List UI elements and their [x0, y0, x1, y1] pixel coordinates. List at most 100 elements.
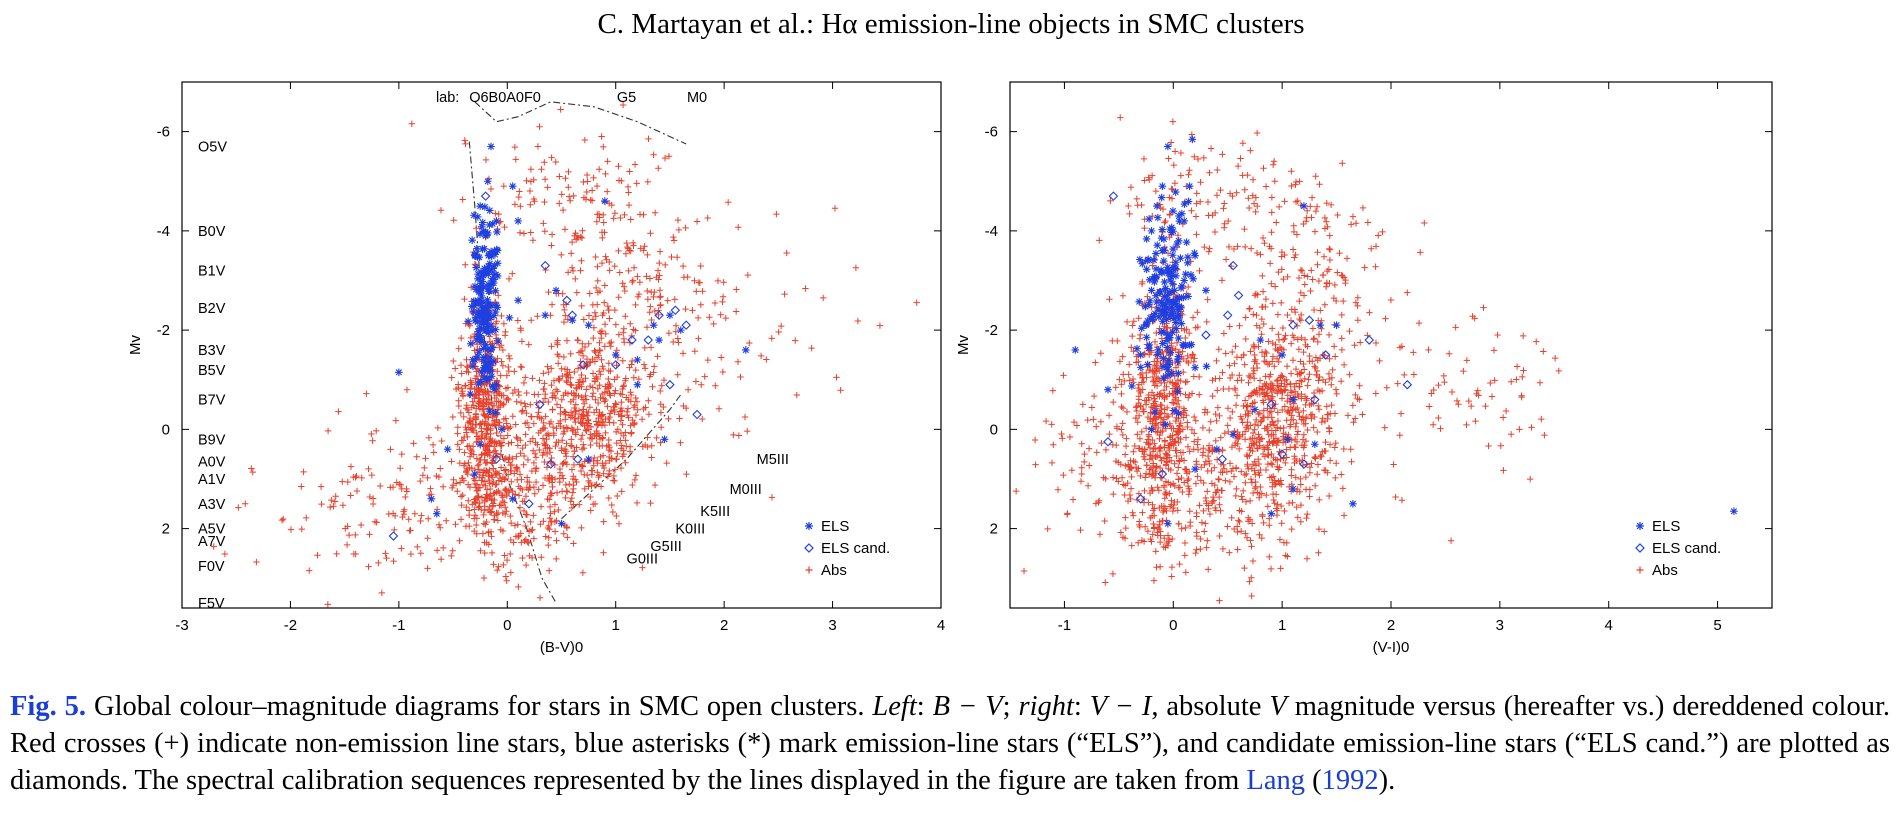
abs-point: [1215, 475, 1222, 483]
abs-point: [1259, 288, 1267, 295]
abs-point: [1274, 507, 1281, 514]
abs-point: [629, 239, 637, 247]
abs-point: [561, 306, 568, 314]
abs-point: [433, 547, 441, 554]
abs-point: [1302, 401, 1309, 409]
legend-marker-asterisk: [805, 522, 813, 530]
abs-point: [516, 188, 523, 195]
abs-point: [1246, 444, 1253, 451]
abs-point: [1445, 350, 1453, 357]
caption-reference-name[interactable]: Lang: [1246, 765, 1305, 796]
abs-point: [623, 443, 630, 450]
abs-point: [473, 455, 481, 462]
abs-point: [722, 314, 729, 322]
abs-point: [1161, 444, 1168, 451]
abs-point: [572, 229, 579, 237]
abs-point: [1245, 372, 1253, 380]
abs-point: [358, 474, 365, 482]
abs-point: [658, 382, 665, 389]
abs-point: [1387, 296, 1395, 304]
abs-point: [1264, 451, 1271, 458]
main-sequence-label-a5v: A5V: [198, 522, 226, 538]
abs-point: [518, 408, 526, 415]
abs-point: [645, 411, 653, 418]
abs-point: [465, 497, 472, 504]
abs-point: [1324, 411, 1331, 418]
abs-point: [536, 123, 543, 130]
abs-point: [1281, 403, 1289, 410]
abs-point: [624, 405, 632, 412]
els-point: [1163, 291, 1172, 300]
abs-point: [552, 442, 559, 450]
abs-point: [600, 211, 607, 219]
abs-point: [1372, 390, 1380, 397]
abs-point: [490, 516, 498, 523]
abs-point: [1297, 475, 1304, 483]
els-point: [1256, 336, 1265, 344]
els-point: [484, 280, 492, 289]
abs-point: [515, 492, 523, 499]
abs-point: [1281, 198, 1288, 205]
abs-point: [648, 442, 655, 449]
x-tick-label: -2: [284, 617, 297, 634]
abs-point: [1204, 296, 1211, 303]
abs-point: [629, 278, 636, 286]
abs-point: [1233, 353, 1241, 361]
abs-point: [497, 432, 504, 440]
abs-point: [562, 175, 569, 182]
abs-point: [333, 550, 340, 558]
abs-point: [1233, 392, 1241, 399]
abs-point: [476, 469, 484, 476]
els-point: [491, 408, 500, 417]
abs-point: [695, 335, 702, 342]
abs-point: [1259, 383, 1267, 390]
x-tick-label: 5: [1713, 617, 1721, 634]
abs-point: [783, 249, 790, 257]
abs-point: [1259, 272, 1266, 280]
caption-reference-year[interactable]: 1992: [1321, 765, 1379, 796]
abs-point: [570, 540, 577, 547]
abs-point: [1193, 200, 1200, 207]
abs-point: [365, 465, 372, 473]
abs-point: [1270, 439, 1277, 446]
els-point: [491, 250, 499, 259]
abs-point: [1246, 305, 1253, 313]
abs-point: [477, 397, 484, 405]
abs-point: [435, 521, 443, 528]
abs-point: [1264, 442, 1271, 449]
abs-point: [593, 218, 601, 225]
abs-point: [1212, 437, 1219, 445]
abs-point: [1344, 412, 1352, 419]
abs-point: [1095, 497, 1103, 505]
abs-point: [545, 534, 552, 541]
abs-point: [470, 515, 478, 522]
abs-point: [1292, 198, 1300, 206]
abs-point: [1293, 231, 1301, 238]
abs-point: [621, 287, 629, 295]
abs-point: [1140, 155, 1148, 163]
abs-point: [517, 450, 524, 457]
els-point: [443, 445, 452, 454]
abs-point: [469, 398, 476, 405]
abs-point: [697, 262, 704, 270]
els-point: [481, 306, 490, 315]
abs-point: [1254, 489, 1261, 496]
caption-right-word: right: [1018, 691, 1074, 722]
abs-point: [418, 512, 425, 519]
abs-point: [1252, 290, 1260, 298]
abs-point: [542, 390, 549, 398]
abs-point: [1383, 384, 1391, 391]
els-point: [1172, 324, 1181, 333]
abs-point: [505, 363, 512, 371]
els-point: [474, 298, 483, 307]
els-point: [1142, 320, 1151, 328]
abs-point: [414, 543, 421, 551]
top-label-prefix: lab:: [436, 90, 459, 106]
abs-point: [1347, 445, 1354, 453]
caption-figure-label[interactable]: Fig. 5.: [10, 691, 87, 722]
abs-point: [793, 391, 800, 399]
abs-point: [550, 429, 557, 437]
els-point: [485, 361, 494, 369]
els-point: [1161, 420, 1170, 429]
abs-point: [572, 429, 579, 437]
